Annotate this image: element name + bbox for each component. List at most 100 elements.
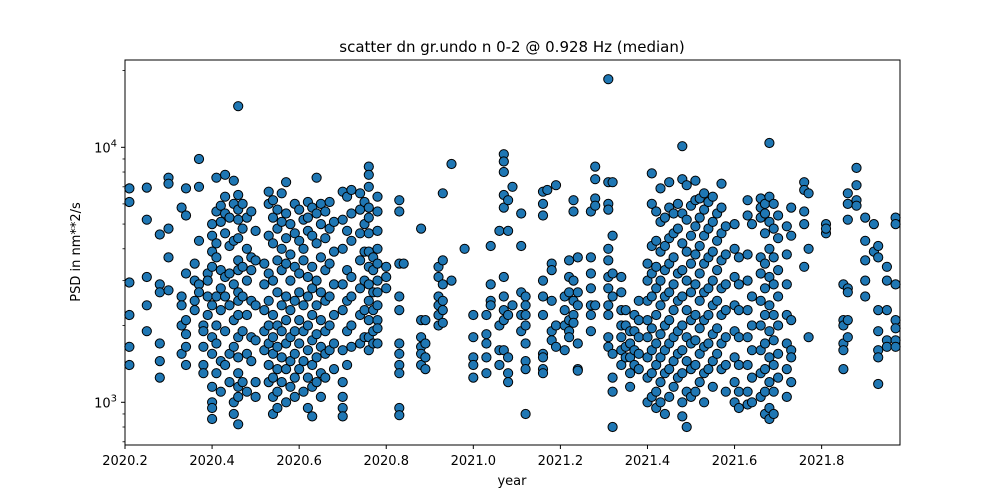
- data-point: [550, 320, 562, 331]
- data-point: [881, 261, 893, 272]
- data-point: [585, 309, 597, 321]
- data-point: [520, 320, 531, 331]
- y-tick-label: 103: [94, 393, 117, 411]
- data-point: [881, 275, 893, 286]
- data-point: [289, 391, 300, 402]
- data-point: [241, 243, 252, 254]
- data-point: [276, 243, 287, 254]
- data-point: [842, 287, 853, 298]
- data-point: [703, 309, 714, 321]
- data-point: [141, 182, 152, 193]
- data-point: [633, 315, 644, 326]
- data-point: [842, 332, 853, 343]
- data-point: [394, 291, 405, 302]
- data-point: [677, 141, 688, 152]
- data-point: [786, 202, 797, 213]
- data-point: [603, 204, 614, 215]
- data-point: [263, 186, 274, 197]
- data-point: [198, 341, 209, 352]
- data-point: [154, 287, 165, 298]
- data-point: [729, 352, 740, 363]
- data-point: [746, 345, 758, 356]
- data-point: [733, 252, 745, 263]
- data-point: [302, 402, 313, 414]
- data-point: [285, 275, 296, 286]
- data-point: [154, 229, 165, 240]
- data-point: [773, 372, 784, 383]
- data-point: [707, 381, 718, 392]
- data-point: [342, 225, 353, 236]
- data-point: [481, 329, 492, 340]
- data-point: [154, 356, 165, 367]
- data-point: [668, 305, 679, 316]
- data-point: [881, 305, 893, 316]
- data-point: [690, 335, 701, 346]
- data-point: [690, 309, 701, 321]
- data-point: [842, 198, 853, 209]
- data-point: [646, 291, 657, 302]
- data-point: [507, 181, 518, 192]
- data-points: [124, 74, 901, 433]
- data-point: [768, 359, 779, 371]
- data-point: [198, 326, 209, 337]
- data-point: [180, 268, 192, 279]
- data-point: [372, 225, 383, 236]
- data-point: [607, 348, 618, 359]
- data-point: [307, 261, 318, 272]
- data-point: [267, 212, 279, 223]
- data-point: [681, 421, 692, 433]
- data-point: [746, 219, 758, 230]
- data-point: [690, 279, 701, 290]
- data-point: [346, 341, 357, 352]
- data-point: [324, 291, 335, 302]
- data-point: [707, 191, 718, 202]
- data-point: [311, 352, 322, 363]
- data-point: [537, 309, 549, 321]
- data-point: [742, 359, 753, 371]
- data-point: [485, 300, 496, 311]
- data-point: [773, 320, 784, 331]
- data-point: [564, 255, 575, 266]
- data-point: [372, 338, 383, 349]
- data-point: [799, 261, 810, 272]
- data-point: [707, 275, 718, 286]
- data-point: [616, 271, 627, 283]
- data-point: [250, 300, 261, 311]
- data-point: [311, 275, 322, 286]
- data-point: [568, 317, 579, 328]
- data-point: [289, 348, 300, 359]
- data-point: [572, 252, 583, 263]
- data-point: [860, 235, 871, 246]
- data-point: [503, 225, 514, 236]
- data-point: [307, 283, 318, 294]
- data-point: [315, 252, 326, 263]
- data-point: [764, 326, 775, 337]
- data-point: [768, 198, 779, 209]
- data-point: [842, 188, 853, 199]
- data-point: [890, 341, 901, 352]
- data-point: [259, 279, 270, 290]
- data-point: [233, 368, 244, 379]
- data-point: [655, 329, 666, 340]
- data-point: [302, 212, 313, 223]
- data-point: [755, 320, 766, 331]
- data-point: [337, 391, 348, 402]
- data-point: [607, 268, 618, 279]
- data-point: [307, 359, 318, 371]
- data-point: [215, 200, 226, 211]
- data-point: [498, 291, 509, 302]
- data-point: [759, 309, 771, 321]
- data-point: [690, 221, 701, 232]
- data-point: [542, 184, 553, 196]
- data-point: [237, 377, 248, 388]
- data-point: [437, 295, 448, 306]
- data-point: [603, 300, 614, 311]
- data-point: [503, 352, 514, 363]
- data-point: [703, 364, 714, 375]
- data-point: [394, 338, 405, 349]
- data-point: [228, 175, 239, 186]
- data-point: [433, 271, 444, 283]
- data-point: [781, 364, 792, 375]
- data-point: [677, 291, 688, 302]
- data-point: [873, 326, 884, 337]
